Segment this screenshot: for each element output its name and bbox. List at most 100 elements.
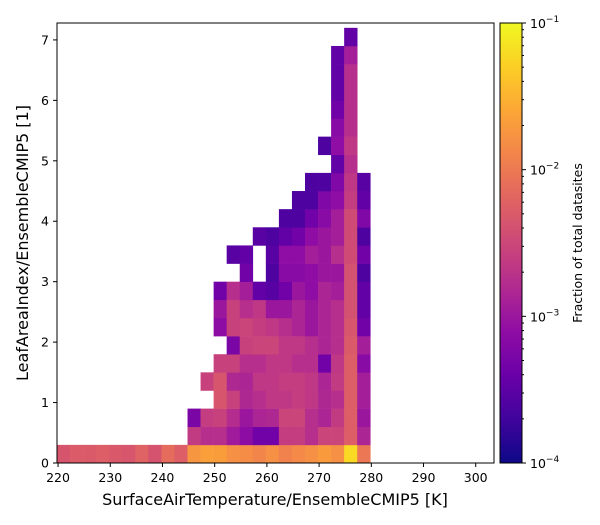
heatmap-cell — [122, 444, 136, 464]
heatmap-cell — [239, 263, 254, 282]
heatmap-cell — [344, 82, 358, 101]
heatmap-cell — [331, 136, 345, 156]
x-tick-label: 260 — [255, 470, 279, 485]
y-axis-label: LeafAreaIndex/EnsembleCMIP5 [1] — [13, 105, 32, 381]
heatmap-cell — [305, 372, 319, 391]
heatmap-cell — [305, 191, 319, 210]
heatmap-cell — [96, 444, 110, 464]
heatmap-cell — [278, 227, 293, 246]
heatmap-cell — [305, 426, 319, 446]
heatmap-cell — [239, 444, 254, 464]
heatmap-cell — [239, 317, 254, 337]
heatmap-cells — [57, 27, 371, 464]
heatmap-cell — [239, 408, 254, 428]
y-tick-label: 2 — [41, 335, 49, 350]
heatmap-cell — [291, 281, 306, 301]
heatmap-cell — [265, 317, 280, 337]
heatmap-cell — [331, 354, 345, 373]
heatmap-cell — [239, 426, 254, 446]
heatmap-cell — [278, 299, 293, 319]
heatmap-cell — [357, 191, 371, 210]
heatmap-cell — [200, 426, 214, 446]
colorbar-tick-label: 10−3 — [530, 308, 559, 324]
heatmap-cell — [344, 354, 358, 373]
heatmap-cell — [331, 263, 345, 282]
heatmap-cell — [357, 372, 371, 391]
heatmap-cell — [265, 372, 280, 391]
x-axis: 220 230 240 250 260 270 280 290 300 — [46, 463, 488, 485]
heatmap-cell — [357, 263, 371, 282]
heatmap-cell — [331, 281, 345, 301]
heatmap-cell — [344, 172, 358, 192]
heatmap-cell — [226, 336, 241, 355]
heatmap-cell — [291, 299, 306, 319]
heatmap-cell — [291, 444, 306, 464]
heatmap-cell — [331, 191, 345, 210]
heatmap-cell — [318, 372, 332, 391]
heatmap-cell — [344, 64, 358, 83]
heatmap-cell — [344, 263, 358, 282]
y-axis: 0 1 2 3 4 5 6 7 — [41, 32, 57, 471]
heatmap-cell — [187, 444, 201, 464]
heatmap-cell — [174, 444, 188, 464]
heatmap-cell — [252, 444, 267, 464]
heatmap-cell — [357, 354, 371, 373]
heatmap-cell — [331, 336, 345, 355]
heatmap-cell — [239, 372, 254, 391]
heatmap-cell — [226, 299, 241, 319]
heatmap-cell — [291, 336, 306, 355]
colorbar-tick-label: 10−1 — [530, 15, 559, 31]
heatmap-cell — [318, 245, 332, 264]
colorbar-tick-label: 10−2 — [530, 162, 559, 178]
heatmap-cell — [318, 227, 332, 246]
heatmap-cell — [213, 354, 227, 373]
heatmap-cell — [344, 118, 358, 137]
heatmap-cell — [357, 408, 371, 428]
heatmap-cell — [344, 191, 358, 210]
heatmap-cell — [135, 444, 149, 464]
heatmap-cell — [148, 444, 162, 464]
heatmap-cell — [291, 263, 306, 282]
heatmap-cell — [357, 317, 371, 337]
colorbar-tick-label: 10−4 — [530, 455, 559, 471]
heatmap-cell — [305, 336, 319, 355]
heatmap-cell — [57, 444, 71, 464]
heatmap-cell — [331, 64, 345, 83]
heatmap-cell — [278, 390, 293, 409]
heatmap-cell — [318, 426, 332, 446]
heatmap-cell — [213, 299, 227, 319]
heatmap-cell — [344, 100, 358, 119]
heatmap-cell — [187, 426, 201, 446]
heatmap-cell — [278, 336, 293, 355]
heatmap-cell — [161, 444, 175, 464]
heatmap-cell — [318, 336, 332, 355]
colorbar-tick-base: 10 — [530, 456, 546, 471]
heatmap-cell — [278, 263, 293, 282]
y-tick-label: 5 — [41, 153, 49, 168]
heatmap-cell — [305, 408, 319, 428]
colorbar-label: Fraction of total datasites — [570, 163, 585, 323]
x-tick-label: 280 — [359, 470, 383, 485]
heatmap-cell — [305, 263, 319, 282]
colorbar-tick-exponent: −3 — [546, 308, 559, 318]
heatmap-cell — [226, 281, 241, 301]
heatmap-cell — [265, 336, 280, 355]
heatmap-cell — [291, 317, 306, 337]
heatmap-cell — [265, 263, 280, 282]
colorbar-ticks: 10−410−310−210−1 — [522, 15, 559, 471]
heatmap-cell — [200, 444, 214, 464]
heatmap-cell — [357, 172, 371, 192]
heatmap-cell — [318, 263, 332, 282]
heatmap-cell — [252, 336, 267, 355]
x-tick-label: 250 — [203, 470, 227, 485]
heatmap-cell — [344, 154, 358, 174]
heatmap-cell — [70, 444, 84, 464]
x-tick-label: 220 — [46, 470, 70, 485]
heatmap-cell — [357, 209, 371, 228]
heatmap-cell — [226, 408, 241, 428]
heatmap-cell — [213, 390, 227, 409]
heatmap-cell — [357, 336, 371, 355]
heatmap-cell — [278, 245, 293, 264]
x-tick-label: 290 — [412, 470, 436, 485]
heatmap-cell — [318, 209, 332, 228]
